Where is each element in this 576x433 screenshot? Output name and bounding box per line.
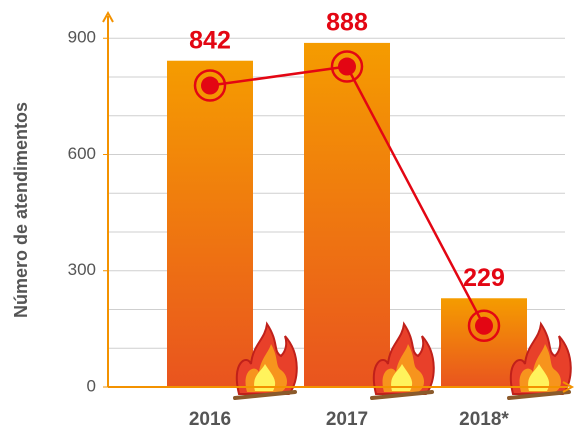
- y-tick-label: 0: [87, 376, 96, 395]
- x-tick-label: 2018*: [459, 409, 509, 430]
- y-axis-title: Número de atendimentos: [11, 102, 31, 318]
- bar: [167, 61, 253, 387]
- marker: [201, 77, 219, 95]
- x-tick-label: 2016: [189, 409, 231, 430]
- marker: [475, 317, 493, 335]
- value-label: 888: [326, 9, 368, 37]
- y-tick-label: 600: [68, 144, 96, 163]
- chart: Número de atendimentos 0 300 600 900 2016 20…: [0, 0, 576, 433]
- bar: [304, 43, 390, 387]
- y-tick-label: 900: [68, 28, 96, 47]
- y-tick-label: 300: [68, 260, 96, 279]
- value-label: 842: [189, 26, 231, 54]
- x-tick-label: 2017: [326, 409, 368, 430]
- marker: [338, 58, 356, 76]
- value-label: 229: [463, 264, 505, 292]
